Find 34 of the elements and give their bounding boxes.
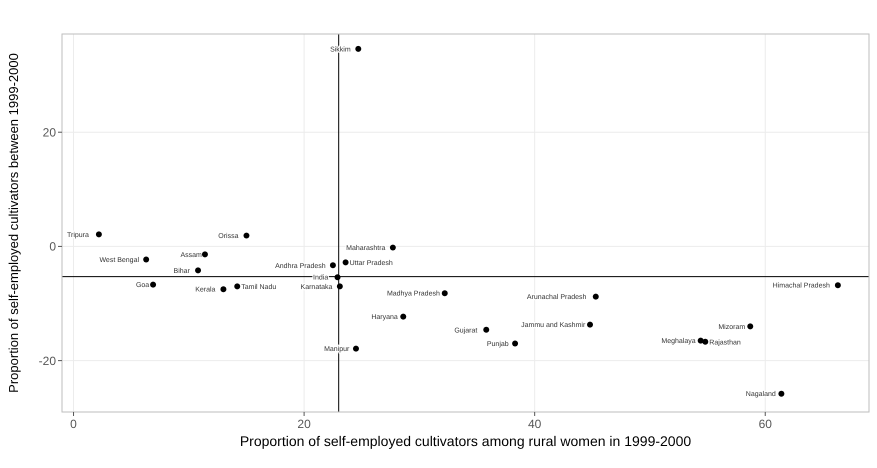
point	[512, 340, 518, 346]
point	[143, 256, 150, 263]
point	[336, 283, 343, 290]
point	[234, 283, 240, 290]
point	[778, 390, 784, 397]
point	[483, 326, 490, 333]
point	[342, 259, 349, 266]
x-tick-label: 60	[758, 417, 772, 431]
x-tick-label: 0	[70, 417, 78, 431]
point	[702, 338, 708, 345]
point	[390, 244, 396, 251]
y-tick-label: 20	[42, 125, 56, 140]
point	[202, 251, 208, 258]
y-axis-title: Proportion of self-employed cultivators between 1999-2000	[6, 53, 21, 393]
point	[352, 346, 359, 352]
point	[220, 286, 226, 292]
point	[243, 232, 250, 239]
point	[150, 282, 156, 288]
point	[96, 231, 102, 238]
x-tick-label: 20	[297, 417, 312, 431]
point	[592, 294, 599, 300]
point	[587, 322, 593, 328]
point	[195, 267, 202, 274]
point	[334, 274, 341, 280]
point	[330, 262, 336, 268]
point	[747, 323, 754, 330]
point	[442, 290, 448, 296]
x-tick-label: 40	[528, 417, 542, 431]
point	[400, 314, 406, 320]
x-axis-title: Proportion of self-employed cultivators among rural women in 1999-2000	[240, 433, 692, 449]
y-tick-label: 0	[49, 240, 56, 254]
point	[834, 282, 841, 288]
point	[355, 46, 362, 52]
y-tick-label: -20	[38, 354, 56, 368]
